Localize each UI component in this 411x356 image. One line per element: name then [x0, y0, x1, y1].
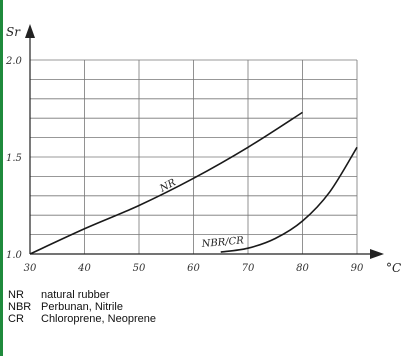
y-tick-label: 1.5 — [6, 153, 22, 164]
axes: Sr °C — [6, 24, 401, 275]
x-axis-arrow — [370, 249, 384, 259]
legend-key: NR — [8, 289, 24, 301]
series-label: NBR/CR — [200, 235, 244, 250]
legend-item-cr: CR Chloroprene, Neoprene — [8, 313, 156, 325]
x-tick-label: 50 — [133, 263, 146, 274]
left-accent-bar — [0, 0, 3, 356]
x-tick-label: 90 — [351, 263, 364, 274]
tick-labels: 30 40 50 60 70 80 90 1.0 1.5 2.0 — [5, 56, 364, 274]
series-line-nbr-cr — [220, 146, 358, 253]
y-axis-arrow — [25, 24, 35, 38]
x-tick-label: 30 — [24, 263, 37, 274]
legend-key: CR — [8, 313, 24, 325]
x-tick-label: 80 — [296, 263, 309, 274]
y-axis-title: Sr — [6, 25, 21, 39]
series-line-nr — [29, 111, 303, 255]
x-axis-title: °C — [386, 261, 401, 275]
grid — [30, 59, 358, 254]
legend-item-nbr: NBR Perbunan, Nitrile — [8, 301, 156, 313]
x-tick-label: 60 — [187, 263, 200, 274]
legend-text: Perbunan, Nitrile — [41, 301, 123, 313]
legend: NR natural rubber NBR Perbunan, Nitrile … — [8, 289, 156, 325]
x-tick-label: 70 — [242, 263, 255, 274]
legend-text: natural rubber — [41, 289, 110, 301]
y-tick-label: 2.0 — [5, 56, 23, 67]
legend-key: NBR — [8, 301, 32, 313]
legend-text: Chloroprene, Neoprene — [41, 313, 156, 325]
legend-item-nr: NR natural rubber — [8, 289, 156, 301]
y-tick-label: 1.0 — [6, 250, 23, 261]
x-tick-label: 40 — [77, 263, 91, 274]
